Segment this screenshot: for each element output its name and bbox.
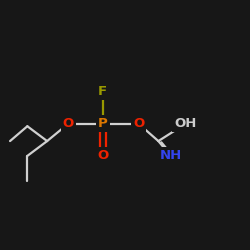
Text: O: O [133, 117, 144, 130]
Text: P: P [98, 117, 108, 130]
Text: O: O [62, 117, 74, 130]
Text: F: F [98, 85, 107, 98]
Text: O: O [97, 150, 108, 162]
Text: NH: NH [160, 150, 182, 162]
Text: OH: OH [174, 117, 197, 130]
